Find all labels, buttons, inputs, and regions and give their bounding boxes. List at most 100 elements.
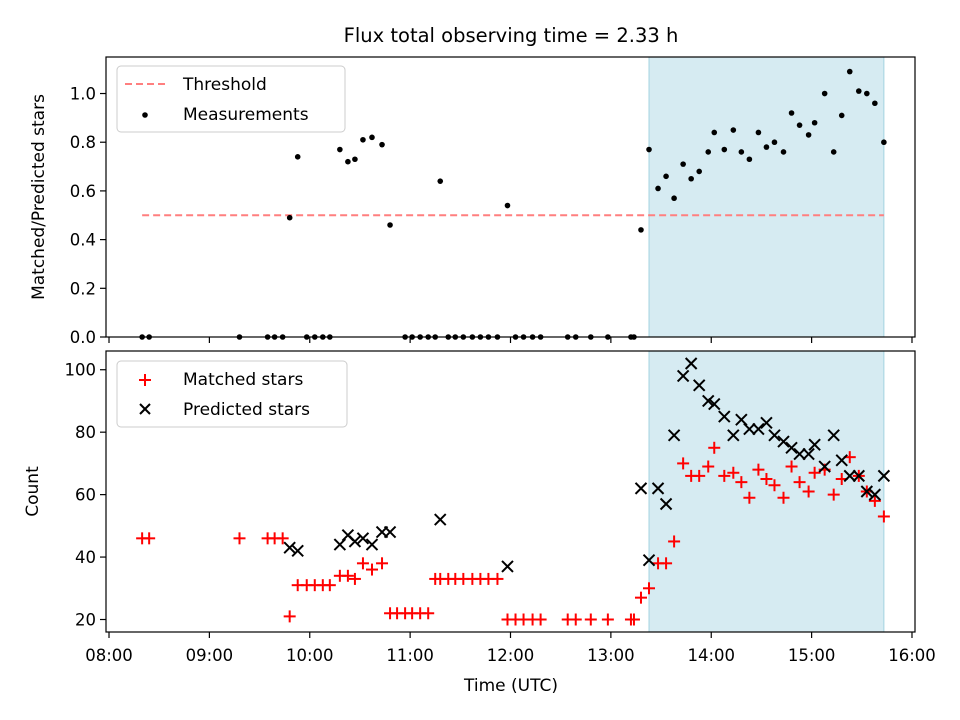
predicted-star-point bbox=[718, 410, 731, 423]
matched-star-point bbox=[877, 510, 890, 523]
matched-star-point bbox=[677, 457, 690, 470]
matched-star-point bbox=[868, 494, 881, 507]
predicted-star-point bbox=[868, 488, 882, 501]
predicted-star-point bbox=[356, 532, 370, 545]
predicted-star-point bbox=[752, 422, 765, 436]
measurement-point bbox=[846, 68, 853, 75]
figure-title: Flux total observing time = 2.33 h bbox=[344, 24, 679, 47]
matched-star-point bbox=[702, 460, 715, 473]
measurement-point bbox=[711, 129, 718, 136]
ratio-legend-box bbox=[116, 65, 346, 133]
measurement-point bbox=[872, 100, 878, 107]
count-y-axis-ticks: 20 40 60 80 100 bbox=[65, 361, 106, 630]
predicted-star-point bbox=[802, 447, 815, 461]
measurement-point bbox=[796, 122, 803, 128]
measurement-point bbox=[864, 90, 870, 97]
count-panel: 20 40 60 80 100 08:00 09:00 10:00 11:00 12:00 13:… bbox=[23, 350, 936, 696]
predicted-star-point bbox=[727, 429, 740, 442]
predicted-star-point bbox=[692, 379, 706, 392]
matched-star-point bbox=[348, 572, 361, 585]
legend-predicted-label: Predicted stars bbox=[183, 400, 310, 420]
measurement-point bbox=[437, 178, 444, 184]
x-tick-label: 16:00 bbox=[888, 646, 936, 665]
measurement-point bbox=[881, 139, 887, 146]
observing-window-span-bottom bbox=[648, 350, 885, 633]
predicted-star-point bbox=[708, 397, 721, 411]
x-tick-label: 12:00 bbox=[487, 646, 535, 665]
measurement-points bbox=[139, 68, 887, 340]
measurement-point bbox=[638, 227, 644, 233]
x-tick-label: 11:00 bbox=[386, 646, 434, 665]
measurement-point bbox=[705, 149, 712, 155]
time-x-axis-label: Time (UTC) bbox=[463, 676, 558, 696]
matched-star-point bbox=[752, 463, 765, 476]
measurement-point bbox=[671, 195, 677, 202]
measurement-point bbox=[663, 173, 669, 180]
predicted-star-point bbox=[818, 460, 831, 473]
measurement-point bbox=[811, 119, 818, 126]
matched-star-point bbox=[627, 613, 640, 626]
matched-star-point bbox=[376, 557, 389, 570]
y-tick-label: 0.0 bbox=[70, 328, 96, 347]
ratio-panel: 0.0 0.2 0.4 0.6 0.8 1.0 Matched/Predicted sta… bbox=[29, 56, 916, 347]
matched-star-point bbox=[634, 591, 647, 604]
measurement-point bbox=[294, 154, 301, 160]
measurement-point bbox=[655, 185, 661, 192]
measurement-point bbox=[788, 110, 795, 116]
count-axes-frame bbox=[105, 350, 916, 633]
predicted-star-point bbox=[676, 369, 690, 383]
matched-star-point bbox=[777, 491, 790, 504]
y-tick-label: 0.8 bbox=[70, 133, 96, 152]
matched-star-point bbox=[276, 532, 289, 545]
predicted-star-point bbox=[808, 438, 821, 451]
matched-star-point bbox=[491, 572, 504, 585]
predicted-star-point bbox=[348, 535, 362, 548]
predicted-star-point bbox=[768, 429, 781, 442]
y-tick-label: 0.2 bbox=[70, 279, 96, 298]
matched-star-point bbox=[808, 466, 821, 479]
matched-star-point bbox=[365, 563, 378, 576]
predicted-star-point bbox=[743, 422, 756, 436]
predicted-star-point bbox=[659, 497, 673, 511]
x-tick-label: 13:00 bbox=[587, 646, 635, 665]
matched-star-point bbox=[341, 569, 354, 582]
legend-predicted-swatch bbox=[139, 403, 151, 415]
matched-star-point bbox=[827, 488, 840, 501]
predicted-star-point bbox=[667, 429, 681, 442]
matched-star-point bbox=[735, 476, 748, 489]
y-tick-label: 60 bbox=[75, 486, 96, 505]
matched-star-point bbox=[802, 485, 815, 498]
y-tick-label: 80 bbox=[75, 423, 96, 442]
measurement-point bbox=[780, 149, 787, 155]
matched-star-point bbox=[356, 557, 369, 570]
y-tick-label: 0.6 bbox=[70, 182, 96, 201]
predicted-star-point bbox=[785, 441, 798, 454]
matched-star-point bbox=[283, 610, 296, 623]
measurement-point bbox=[763, 144, 770, 150]
measurement-point bbox=[504, 202, 511, 209]
matched-star-point bbox=[743, 491, 756, 504]
ratio-legend: Threshold Measurements bbox=[116, 65, 346, 133]
predicted-star-point bbox=[793, 447, 806, 461]
count-y-axis-label: Count bbox=[23, 466, 43, 517]
predicted-star-point bbox=[642, 553, 656, 567]
matched-star-point bbox=[668, 535, 681, 548]
predicted-star-point bbox=[777, 435, 790, 448]
x-tick-label: 08:00 bbox=[85, 646, 133, 665]
predicted-star-point bbox=[501, 560, 514, 573]
predicted-star-point bbox=[835, 454, 848, 467]
legend-measurements-label: Measurements bbox=[183, 105, 309, 125]
matched-star-point bbox=[693, 469, 706, 482]
y-tick-label: 20 bbox=[75, 611, 96, 630]
matched-star-point bbox=[785, 460, 798, 473]
matched-star-point bbox=[727, 466, 740, 479]
ratio-y-axis-label: Matched/Predicted stars bbox=[29, 94, 49, 300]
legend-matched-swatch bbox=[139, 374, 151, 386]
predicted-star-point bbox=[843, 469, 856, 483]
y-tick-label: 1.0 bbox=[70, 85, 96, 104]
measurement-point bbox=[696, 168, 702, 175]
predicted-star-point bbox=[702, 394, 715, 408]
ratio-axes-frame bbox=[105, 56, 916, 338]
predicted-star-point bbox=[827, 429, 840, 442]
predicted-star-point bbox=[684, 357, 698, 370]
